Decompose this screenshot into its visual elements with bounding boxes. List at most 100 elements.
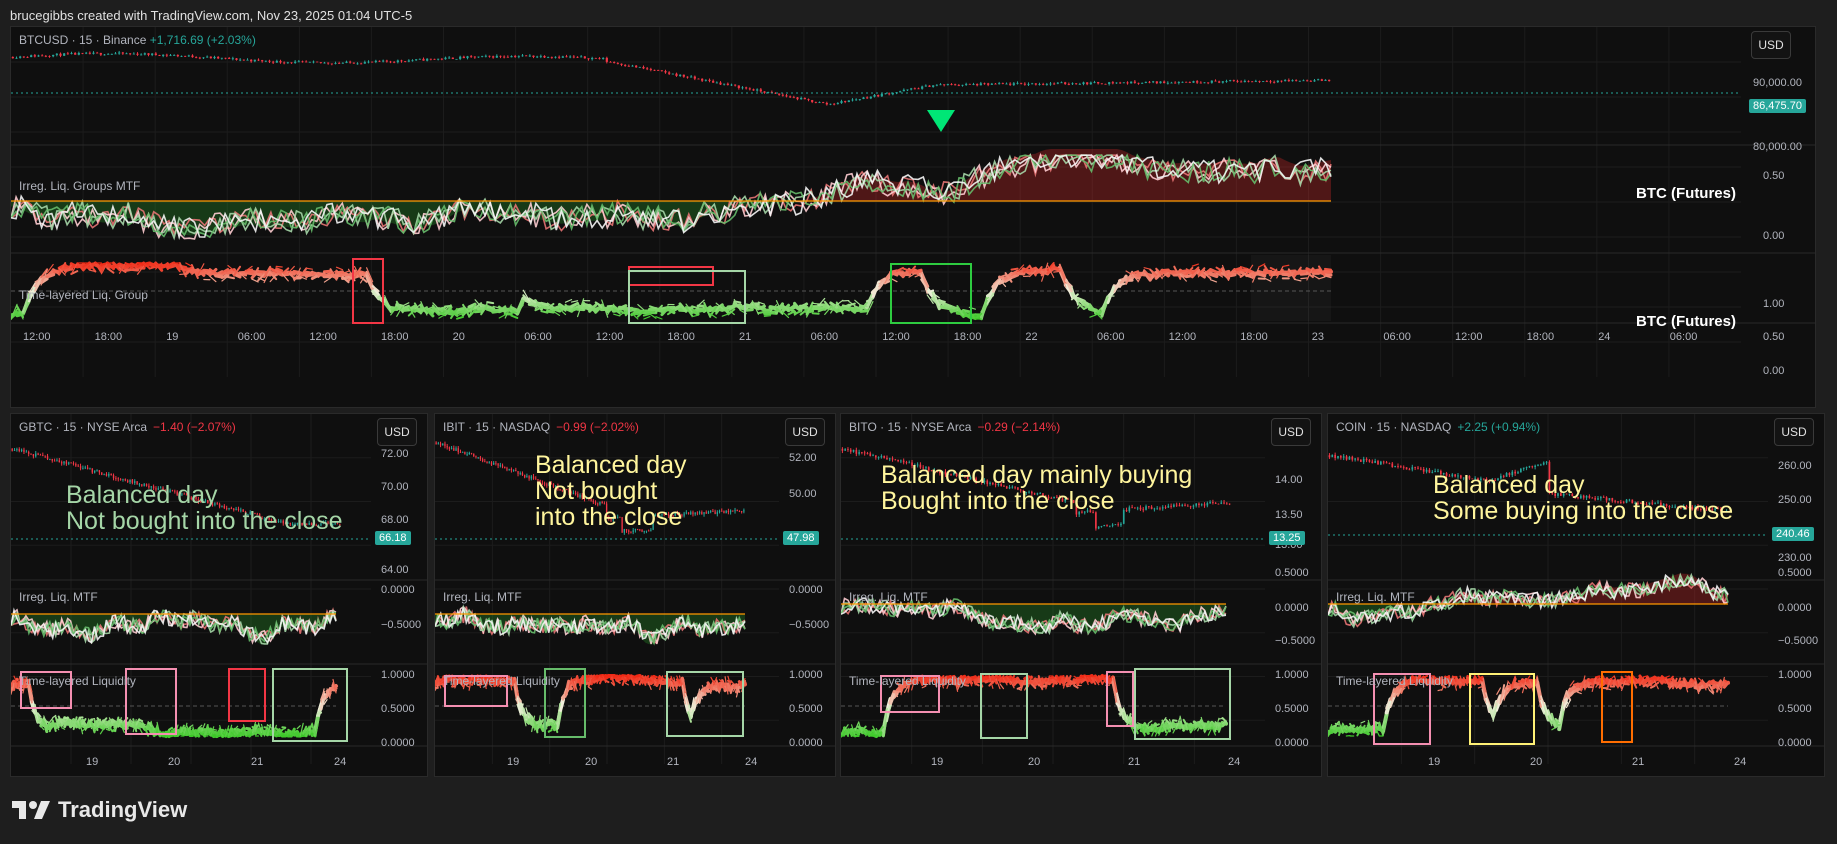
ticker-panel-ibit[interactable]: IBIT · 15 · NASDAQ −0.99 (−2.02%) USD 52.00… bbox=[434, 413, 836, 777]
layer-segment bbox=[1518, 685, 1524, 689]
candle-body bbox=[444, 57, 447, 60]
layer-segment bbox=[721, 313, 729, 317]
ticker-chart-canvas[interactable] bbox=[11, 414, 428, 777]
layer-segment bbox=[514, 683, 519, 704]
ticker-chart-canvas[interactable] bbox=[841, 414, 1322, 777]
date-axis-label: 21 bbox=[251, 756, 264, 768]
layer-segment bbox=[1300, 277, 1308, 280]
layer-segment bbox=[504, 304, 512, 319]
layer-segment bbox=[384, 295, 392, 313]
candle-body bbox=[616, 63, 619, 64]
candle-body bbox=[1471, 478, 1474, 480]
annotation-box[interactable] bbox=[544, 668, 586, 738]
annotation-box[interactable] bbox=[1134, 668, 1231, 740]
currency-button[interactable]: USD bbox=[377, 418, 417, 446]
currency-button[interactable]: USD bbox=[1751, 31, 1791, 59]
annotation-box[interactable] bbox=[880, 675, 940, 713]
footer-brand[interactable]: TradingView bbox=[12, 797, 187, 823]
currency-button[interactable]: USD bbox=[785, 418, 825, 446]
layer-segment bbox=[1345, 730, 1352, 733]
layer-segment bbox=[612, 307, 621, 315]
annotation-box[interactable] bbox=[228, 668, 266, 722]
candle-body bbox=[568, 489, 570, 493]
annotation-box[interactable] bbox=[272, 668, 348, 742]
btc-main-chart[interactable]: BTCUSD · 15 · Binance +1,716.69 (+2.03%)… bbox=[10, 26, 1816, 408]
candle-body bbox=[1488, 480, 1491, 482]
layer-segment bbox=[335, 266, 344, 271]
candle-body bbox=[605, 503, 608, 518]
annotation-box[interactable] bbox=[1601, 671, 1633, 743]
candle-body bbox=[911, 462, 913, 466]
layer-segment bbox=[1027, 675, 1033, 688]
layer-segment bbox=[504, 308, 513, 312]
annotation-box[interactable] bbox=[1106, 671, 1134, 727]
layer-segment bbox=[670, 680, 675, 691]
candle-body bbox=[1417, 467, 1419, 469]
candle-body bbox=[1033, 493, 1036, 495]
grid bbox=[11, 414, 371, 764]
btc-chart-canvas[interactable] bbox=[11, 27, 1816, 408]
layer-segment bbox=[75, 721, 81, 727]
ticker-panel-bito[interactable]: BITO · 15 · NYSE Arca −0.29 (−2.14%) USD 14… bbox=[840, 413, 1322, 777]
signal-marker-icon[interactable] bbox=[927, 110, 955, 132]
candle-body bbox=[730, 84, 733, 86]
candle-body bbox=[594, 502, 597, 504]
ticker-chart-canvas[interactable] bbox=[435, 414, 836, 777]
candle-body bbox=[115, 478, 117, 479]
candle-body bbox=[796, 97, 799, 100]
candle-body bbox=[701, 78, 704, 81]
candle-body bbox=[741, 87, 744, 89]
layer-segment bbox=[1687, 682, 1692, 685]
candle-body bbox=[1491, 480, 1494, 482]
candle-body bbox=[453, 448, 455, 451]
candle-body bbox=[748, 88, 751, 90]
layer-segment bbox=[510, 314, 519, 319]
candle-body bbox=[162, 54, 165, 56]
candle-body bbox=[1385, 462, 1388, 464]
candle-body bbox=[1232, 80, 1235, 82]
candle-body bbox=[789, 96, 792, 98]
candle-body bbox=[955, 473, 958, 476]
candle-body bbox=[289, 523, 292, 525]
annotation-box-green[interactable] bbox=[628, 270, 746, 324]
candle-body bbox=[1545, 461, 1548, 463]
ticker-panel-coin[interactable]: COIN · 15 · NASDAQ +2.25 (+0.94%) USD 260.0… bbox=[1327, 413, 1825, 777]
candle-body bbox=[676, 513, 679, 515]
annotation-box[interactable] bbox=[444, 675, 508, 707]
candle-body bbox=[488, 462, 490, 464]
candle-body bbox=[332, 524, 334, 525]
ticker-chart-canvas[interactable] bbox=[1328, 414, 1825, 777]
layer-segment bbox=[697, 299, 705, 307]
layer-segment bbox=[1090, 677, 1097, 685]
layer-segment bbox=[1066, 675, 1072, 688]
annotation-box[interactable] bbox=[980, 673, 1028, 739]
annotation-box[interactable] bbox=[1469, 673, 1535, 745]
candle-body bbox=[303, 524, 306, 526]
candle-body bbox=[1218, 81, 1221, 83]
annotation-box-red[interactable] bbox=[352, 258, 384, 324]
currency-button[interactable]: USD bbox=[1271, 418, 1311, 446]
candle-body bbox=[1097, 81, 1100, 84]
annotation-box-green[interactable] bbox=[890, 263, 972, 324]
layer-segment bbox=[769, 309, 778, 314]
layer-segment bbox=[242, 724, 248, 737]
layer-segment bbox=[1701, 679, 1707, 691]
layer-segment bbox=[1675, 677, 1682, 689]
annotation-box[interactable] bbox=[125, 668, 177, 735]
annotation-box[interactable] bbox=[666, 671, 744, 737]
layer-segment bbox=[720, 304, 730, 315]
candle-body bbox=[886, 457, 888, 460]
candle-body bbox=[195, 57, 198, 58]
annotation-box[interactable] bbox=[1373, 673, 1431, 745]
ticker-panel-gbtc[interactable]: GBTC · 15 · NYSE Arca −1.40 (−2.07%) USD 72… bbox=[10, 413, 428, 777]
layer-segment bbox=[75, 722, 81, 730]
annotation-box-red[interactable] bbox=[628, 266, 714, 286]
annotation-box[interactable] bbox=[20, 671, 72, 709]
candle-body bbox=[975, 478, 977, 482]
candle-body bbox=[565, 56, 568, 58]
candle-body bbox=[341, 62, 344, 64]
currency-button[interactable]: USD bbox=[1774, 418, 1814, 446]
candle-body bbox=[426, 58, 429, 61]
candle-body bbox=[1254, 81, 1257, 83]
time-axis-label: 12:00 bbox=[595, 331, 624, 343]
